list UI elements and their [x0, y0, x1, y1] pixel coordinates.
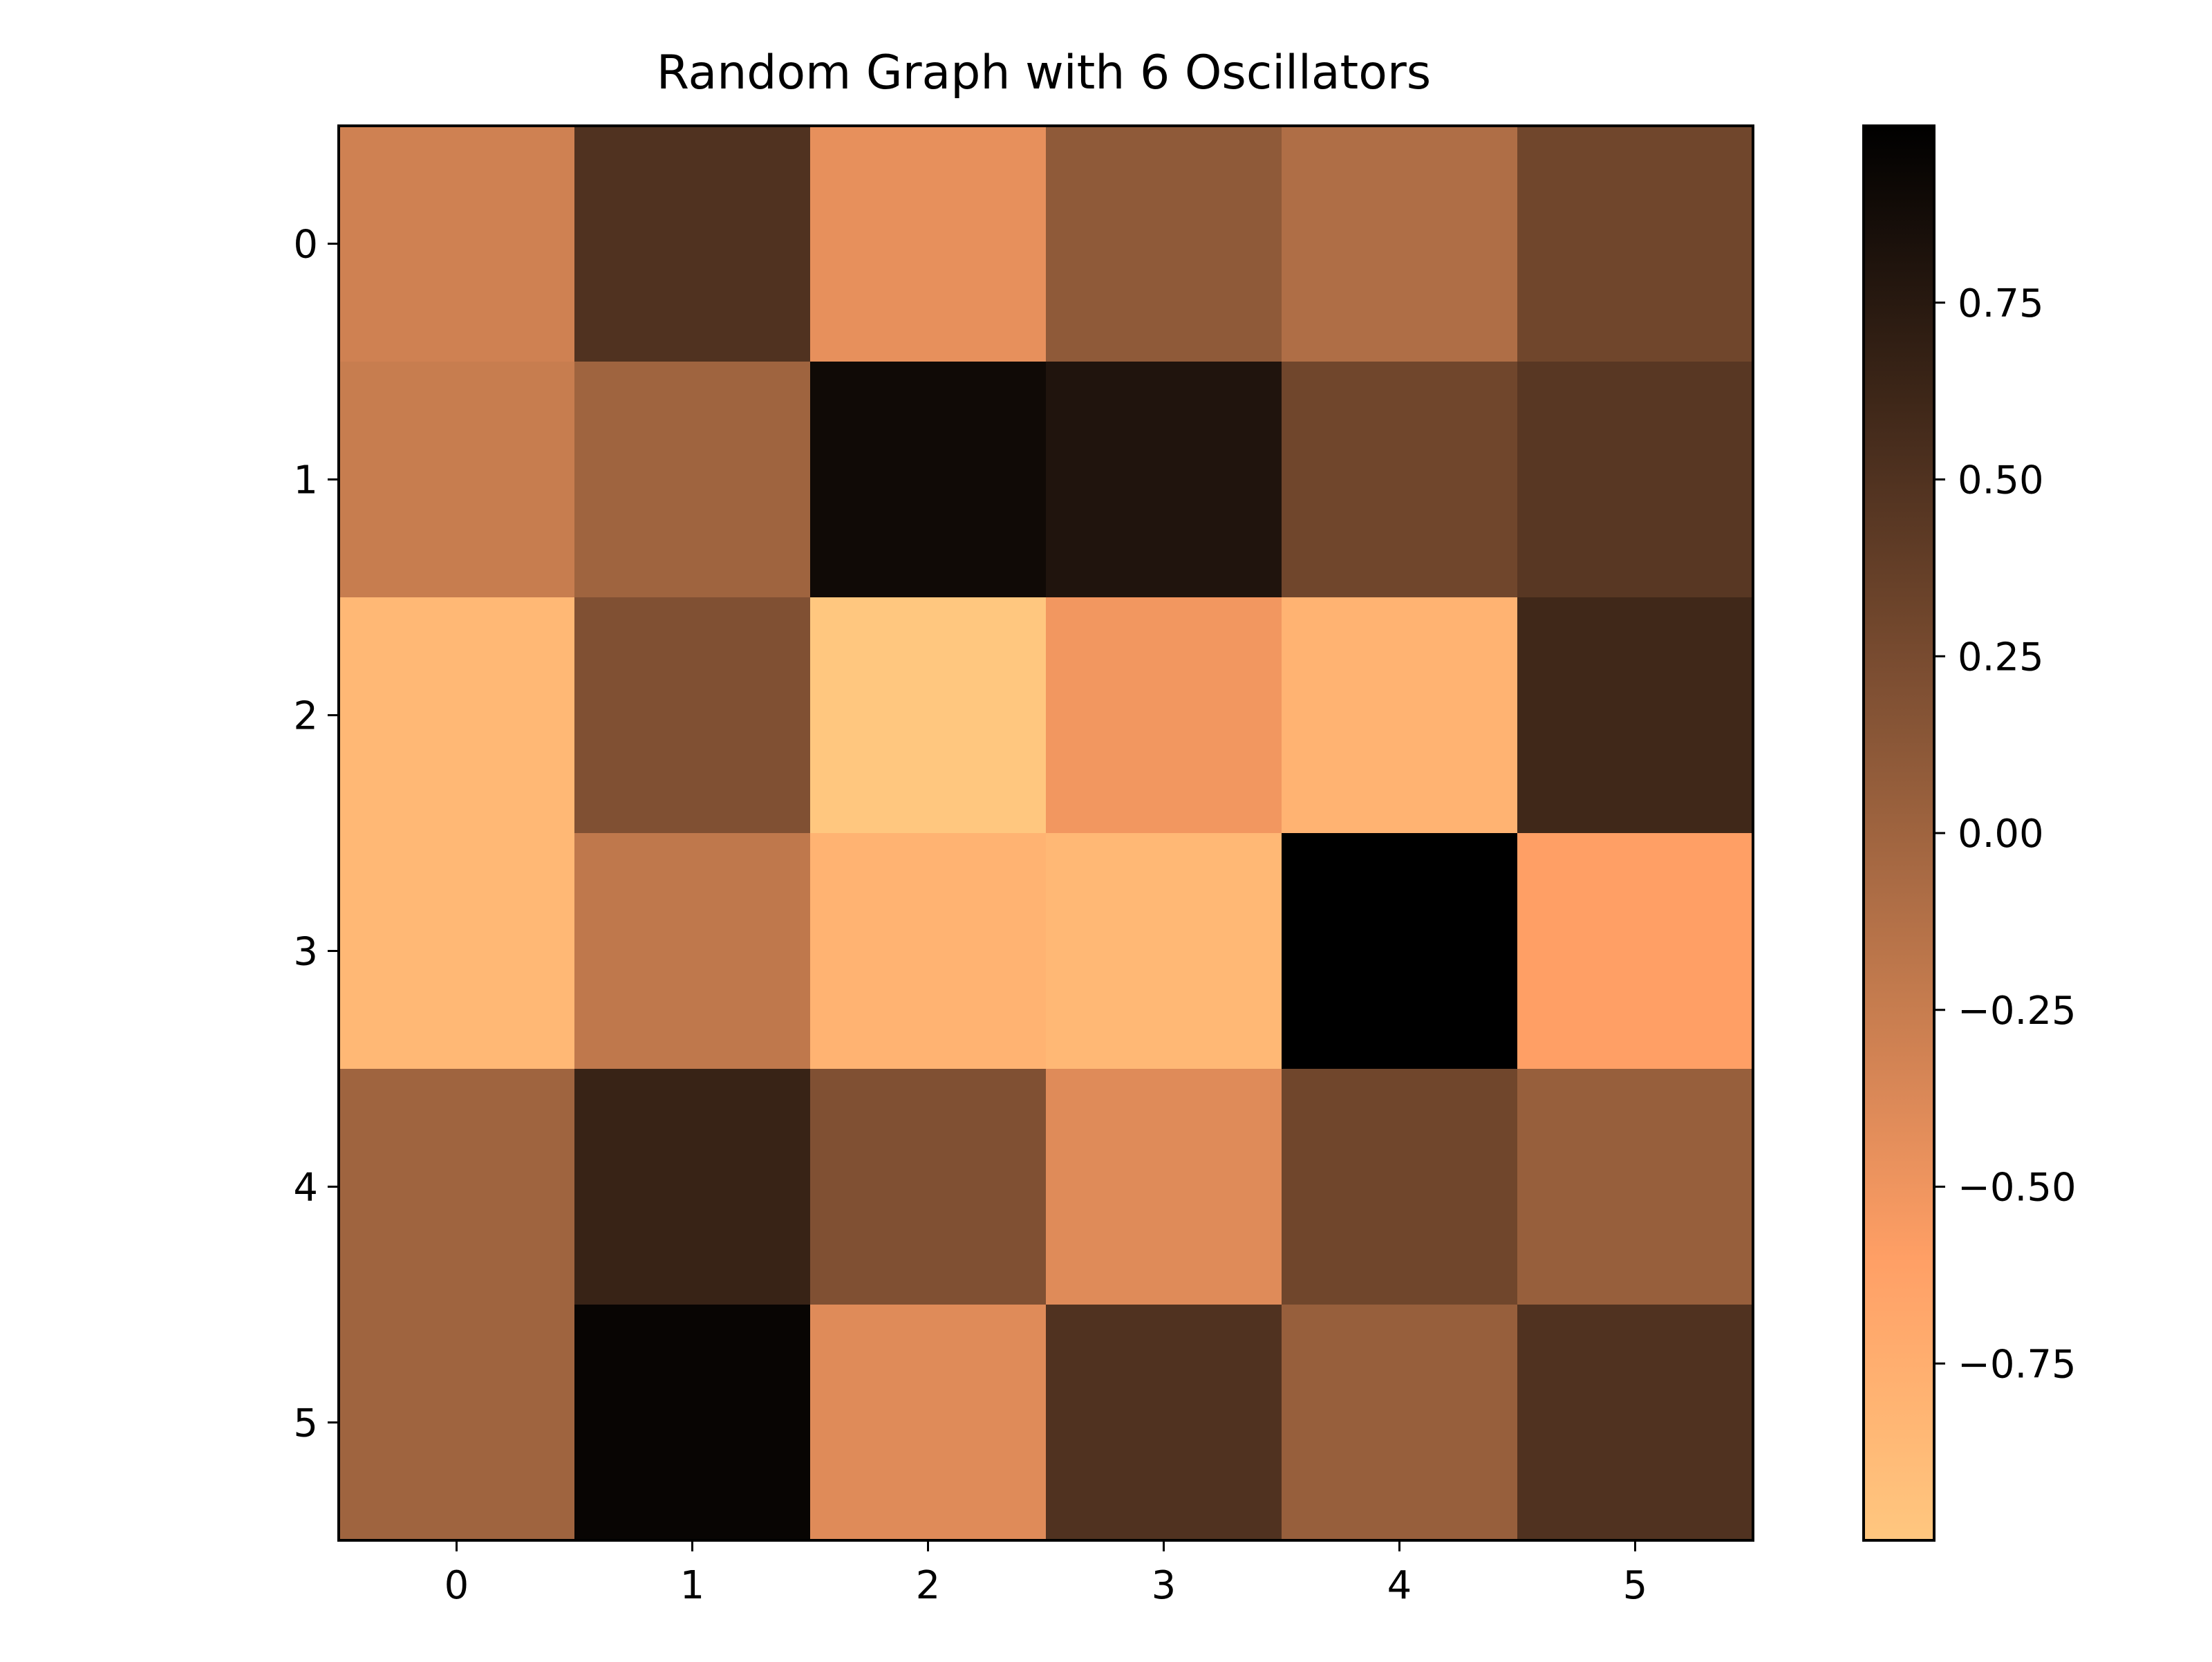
x-tick-label: 2 — [916, 1563, 941, 1608]
colorbar-tick-label: 0.50 — [1958, 458, 2044, 503]
y-tick-label: 1 — [293, 458, 318, 503]
colorbar — [1864, 126, 1934, 1540]
heatmap-cell-r2-c5 — [1517, 597, 1754, 834]
heatmap-cell-r1-c1 — [574, 362, 811, 598]
x-tick-label: 4 — [1387, 1563, 1412, 1608]
x-axis: 0 1 2 3 4 5 — [444, 1540, 1648, 1608]
heatmap-cell-r0-c0 — [339, 126, 575, 362]
y-tick-label: 4 — [293, 1166, 318, 1211]
heatmap-cell-r0-c2 — [810, 126, 1047, 362]
heatmap-cell-r3-c1 — [574, 833, 811, 1070]
colorbar-tick-label: −0.75 — [1958, 1342, 2077, 1387]
heatmap-cell-r2-c0 — [339, 597, 575, 834]
heatmap-cell-r3-c3 — [1046, 833, 1282, 1070]
heatmap-cell-r0-c5 — [1517, 126, 1754, 362]
colorbar-tick-label: −0.25 — [1958, 989, 2077, 1034]
colorbar-axis: −0.75 −0.50 −0.25 0.00 0.25 0.50 0.75 — [1934, 281, 2077, 1388]
heatmap-cell-r1-c4 — [1282, 362, 1518, 598]
heatmap-cell-r0-c1 — [574, 126, 811, 362]
y-tick-label: 2 — [293, 694, 318, 739]
heatmap-cell-r3-c5 — [1517, 833, 1754, 1070]
heatmap-cell-r3-c4 — [1282, 833, 1518, 1070]
heatmap-cell-r1-c5 — [1517, 362, 1754, 598]
chart-title: Random Graph with 6 Oscillators — [657, 46, 1431, 100]
heatmap-cell-r2-c4 — [1282, 597, 1518, 834]
y-tick-label: 5 — [293, 1401, 318, 1446]
colorbar-tick-label: 0.00 — [1958, 812, 2044, 857]
y-axis: 0 1 2 3 4 5 — [293, 223, 339, 1446]
x-tick-label: 1 — [680, 1563, 705, 1608]
colorbar-tick-label: 0.75 — [1958, 281, 2044, 326]
heatmap-cell-r0-c4 — [1282, 126, 1518, 362]
heatmap-cell-r4-c0 — [339, 1069, 575, 1305]
heatmap-cell-r0-c3 — [1046, 126, 1282, 362]
y-tick-label: 0 — [293, 223, 318, 268]
heatmap-cell-r4-c4 — [1282, 1069, 1518, 1305]
colorbar-tick-label: 0.25 — [1958, 635, 2044, 680]
heatmap-cell-r5-c2 — [810, 1305, 1047, 1541]
x-tick-label: 5 — [1623, 1563, 1648, 1608]
heatmap-cell-r2-c2 — [810, 597, 1047, 834]
heatmap-cell-r4-c2 — [810, 1069, 1047, 1305]
heatmap-cell-r2-c1 — [574, 597, 811, 834]
heatmap-cell-r5-c5 — [1517, 1305, 1754, 1541]
heatmap-cell-r4-c5 — [1517, 1069, 1754, 1305]
y-tick-label: 3 — [293, 930, 318, 975]
x-tick-label: 0 — [444, 1563, 469, 1608]
heatmap-cell-r5-c3 — [1046, 1305, 1282, 1541]
heatmap-cell-r4-c1 — [574, 1069, 811, 1305]
heatmap-cell-r1-c0 — [339, 362, 575, 598]
heatmap-cell-r3-c0 — [339, 833, 575, 1070]
heatmap-cell-r2-c3 — [1046, 597, 1282, 834]
colorbar-tick-label: −0.50 — [1958, 1166, 2077, 1211]
heatmap-cell-r5-c4 — [1282, 1305, 1518, 1541]
heatmap-cell-r5-c1 — [574, 1305, 811, 1541]
heatmap-cell-r1-c2 — [810, 362, 1047, 598]
heatmap-cell-r5-c0 — [339, 1305, 575, 1541]
heatmap-cells — [339, 126, 1754, 1541]
heatmap-cell-r4-c3 — [1046, 1069, 1282, 1305]
heatmap-cell-r3-c2 — [810, 833, 1047, 1070]
x-tick-label: 3 — [1152, 1563, 1177, 1608]
heatmap-cell-r1-c3 — [1046, 362, 1282, 598]
